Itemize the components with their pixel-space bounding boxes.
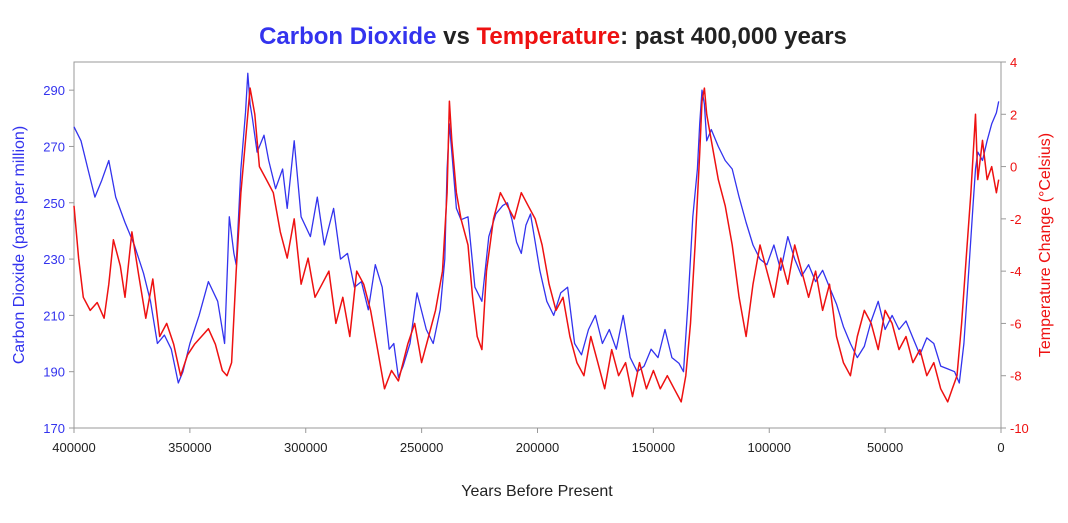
x-tick-label: 100000 xyxy=(748,440,791,455)
x-tick-label: 0 xyxy=(997,440,1004,455)
x-tick-label: 50000 xyxy=(867,440,903,455)
y-right-tick-label: 0 xyxy=(1010,160,1017,175)
x-tick-label: 400000 xyxy=(52,440,95,455)
y-right-tick-label: -4 xyxy=(1010,264,1022,279)
y-right-tick-label: 2 xyxy=(1010,107,1017,122)
y-left-tick-label: 230 xyxy=(43,252,65,267)
y-right-tick-label: -2 xyxy=(1010,212,1022,227)
title-period-part: : past 400,000 years xyxy=(620,23,847,50)
y-right-tick-label: -6 xyxy=(1010,316,1022,331)
y-left-tick-label: 290 xyxy=(43,83,65,98)
y-left-tick-label: 270 xyxy=(43,139,65,154)
x-tick-label: 350000 xyxy=(168,440,211,455)
y-left-tick-label: 210 xyxy=(43,308,65,323)
co2-series-line xyxy=(73,72,1000,384)
x-tick-label: 150000 xyxy=(632,440,675,455)
x-tick-label: 300000 xyxy=(284,440,327,455)
title-temperature-part: Temperature xyxy=(476,23,620,50)
ticks-layer: 400000 350000 300000 250000 200000 150000 1000… xyxy=(43,55,1029,455)
y-left-axis-title: Carbon Dioxide (parts per million) xyxy=(11,126,28,364)
series-layer xyxy=(73,72,1000,403)
x-axis-title: Years Before Present xyxy=(461,483,613,500)
y-right-tick-label: 4 xyxy=(1010,55,1017,70)
y-left-tick-label: 170 xyxy=(43,421,65,436)
y-right-tick-label: -10 xyxy=(1010,421,1029,436)
y-left-tick-label: 190 xyxy=(43,365,65,380)
title-co2-part: Carbon Dioxide xyxy=(259,23,436,50)
temperature-series-line xyxy=(73,87,1000,403)
y-right-tick-label: -8 xyxy=(1010,369,1022,384)
chart-title: Carbon Dioxide vs Temperature: past 400,… xyxy=(259,23,847,50)
plot-area xyxy=(73,61,1002,429)
x-tick-label: 250000 xyxy=(400,440,443,455)
y-right-axis-title: Temperature Change (°Celsius) xyxy=(1037,133,1054,357)
y-left-tick-label: 250 xyxy=(43,196,65,211)
x-tick-label: 200000 xyxy=(516,440,559,455)
title-vs-part: vs xyxy=(436,23,476,50)
